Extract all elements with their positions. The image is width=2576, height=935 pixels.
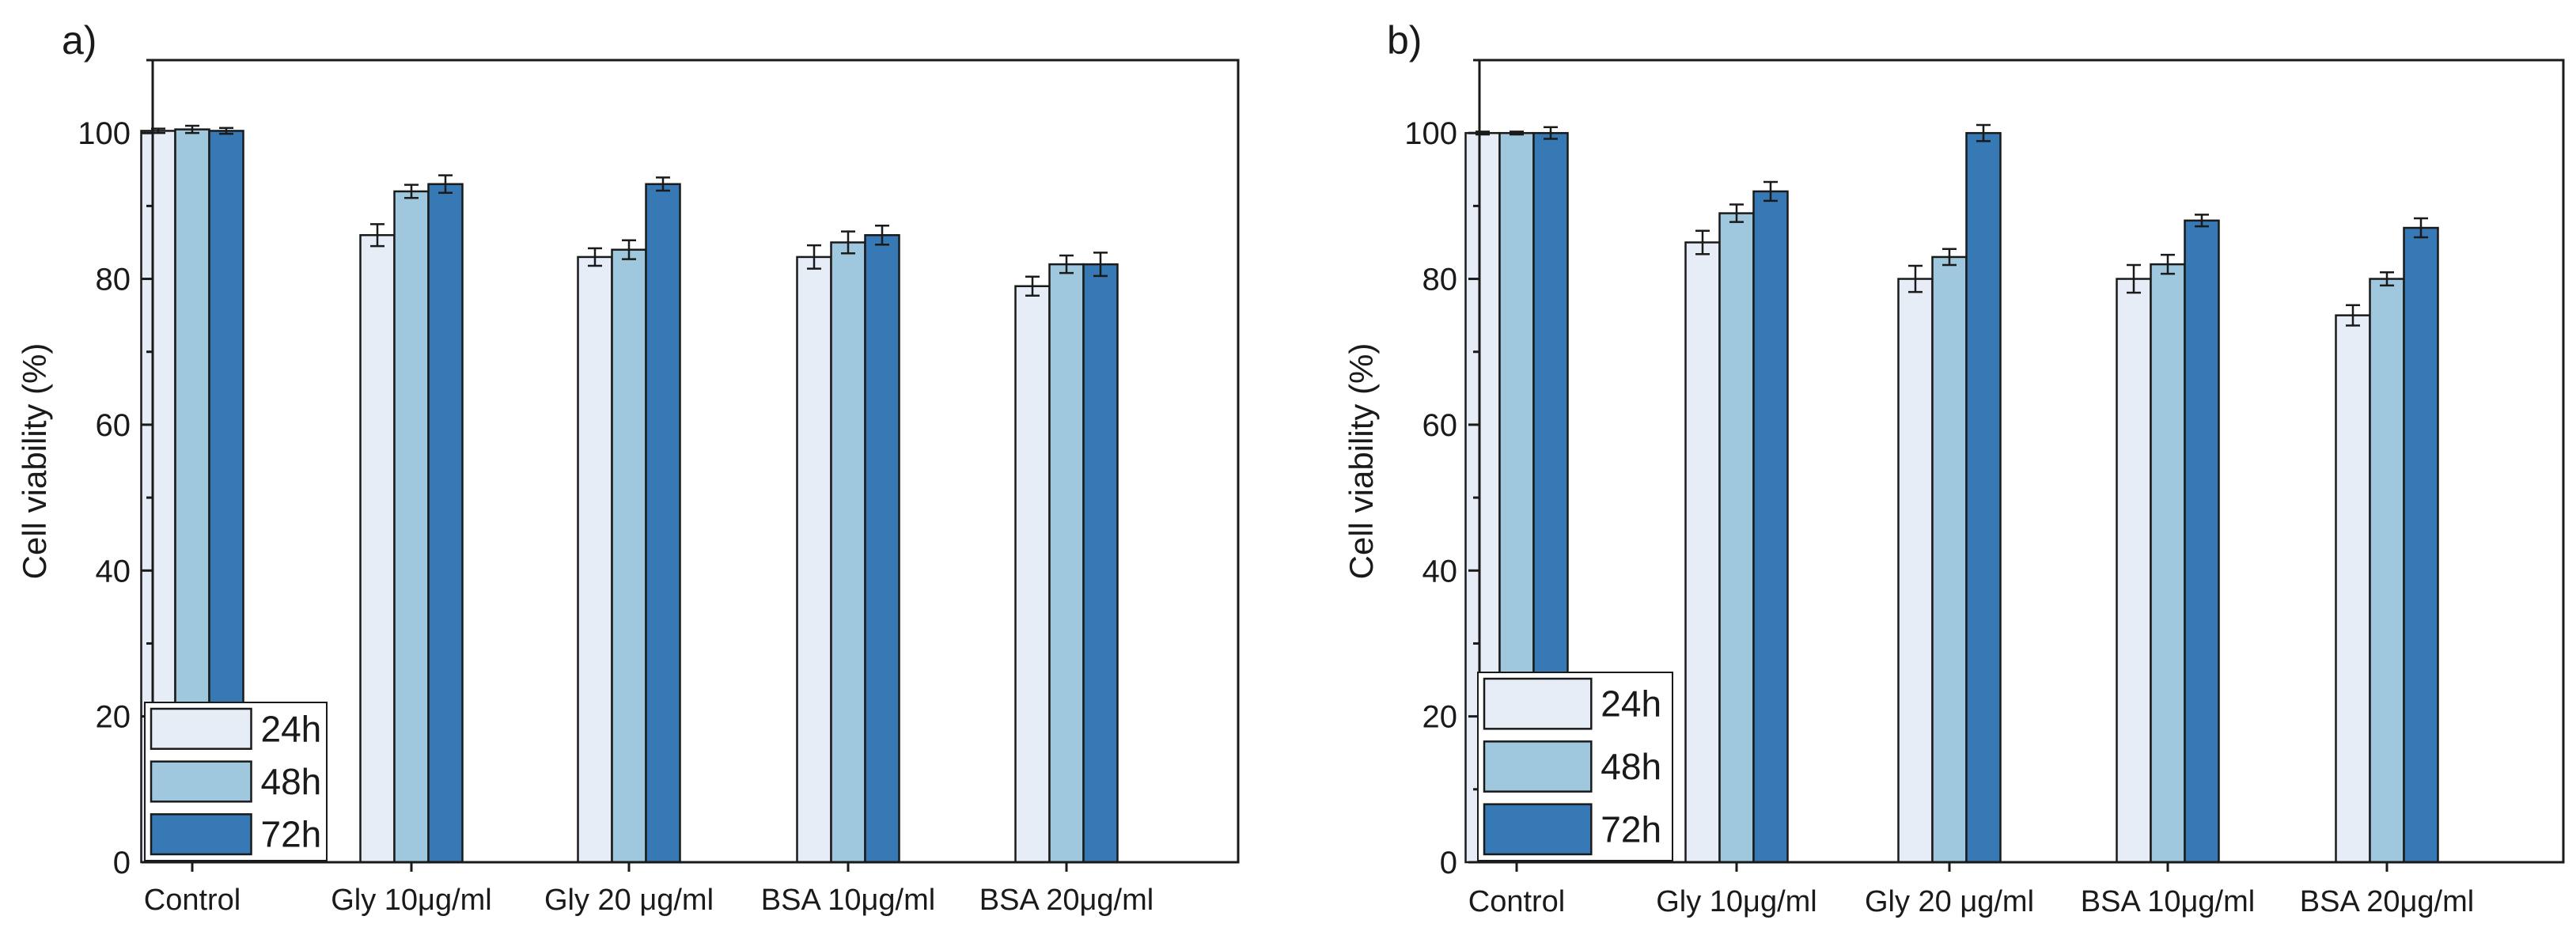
legend-label-48h: 48h	[261, 761, 322, 802]
error-bar-24h-2	[588, 247, 602, 267]
x-tick-label: Control	[1468, 885, 1566, 918]
error-bar-24h-1	[370, 223, 385, 248]
y-tick-label: 0	[1440, 846, 1457, 880]
error-bar-48h-3	[841, 230, 855, 255]
y-tick-label: 100	[1404, 116, 1457, 151]
bar-48h-2	[611, 248, 647, 864]
error-bar-48h-3	[2161, 253, 2175, 275]
y-tick-label: 20	[96, 700, 131, 735]
bar-24h-2	[577, 256, 613, 864]
bar-72h-2	[1965, 131, 2002, 864]
y-tick-label: 80	[1422, 263, 1458, 297]
error-bar-24h-3	[807, 244, 821, 270]
error-bar-24h-0	[1476, 131, 1490, 136]
legend-swatch-48h	[1483, 740, 1593, 793]
bar-48h-1	[393, 190, 430, 864]
y-axis-label: Cell viability (%)	[16, 343, 53, 580]
bar-48h-3	[2150, 263, 2186, 864]
error-bar-48h-2	[622, 239, 636, 260]
bar-24h-4	[2335, 314, 2371, 864]
legend-label-24h: 24h	[261, 708, 322, 749]
y-tick-label: 40	[96, 554, 131, 589]
error-bar-24h-4	[2346, 304, 2360, 327]
bar-24h-1	[1684, 241, 1721, 864]
bar-72h-4	[1082, 263, 1119, 864]
error-bar-48h-1	[1729, 203, 1744, 223]
x-tick-label: Gly 20 μg/ml	[1865, 885, 2034, 918]
plot-frame	[151, 59, 1240, 864]
error-bar-24h-3	[2127, 263, 2141, 294]
x-tick-label: Gly 20 μg/ml	[544, 884, 714, 917]
error-bar-48h-4	[2380, 271, 2394, 287]
error-bar-72h-2	[1976, 123, 1991, 142]
bar-72h-3	[864, 233, 900, 864]
bar-48h-4	[2369, 278, 2405, 864]
y-axis-label: Cell viability (%)	[1343, 343, 1380, 580]
x-tick-label: BSA 20μg/ml	[979, 884, 1154, 917]
panel-label: b)	[1387, 18, 1422, 62]
error-bar-48h-0	[1510, 131, 1524, 136]
bar-48h-3	[830, 241, 866, 864]
legend-swatch-72h	[1483, 803, 1593, 856]
error-bar-48h-1	[404, 184, 419, 199]
error-bar-48h-0	[185, 124, 199, 134]
error-bar-24h-1	[1695, 229, 1710, 256]
chart-panel-b: b) 0 20 40 60 80 100 Control Gly 10μg/ml Gly 20 μ…	[1343, 18, 2565, 918]
legend: 24h 48h 72h	[144, 702, 328, 861]
bar-48h-1	[1718, 212, 1755, 864]
error-bar-72h-0	[219, 127, 233, 135]
y-tick-label: 0	[113, 846, 131, 880]
error-bar-48h-4	[1059, 254, 1074, 274]
bar-24h-3	[2116, 278, 2152, 864]
legend-label-72h: 72h	[261, 814, 322, 855]
plot-frame	[1478, 59, 2565, 864]
legend: 24h 48h 72h	[1477, 672, 1673, 861]
bar-72h-1	[1752, 190, 1789, 864]
legend-label-72h: 72h	[1601, 808, 1661, 850]
legend-swatch-24h	[150, 707, 252, 750]
error-bar-72h-0	[1544, 126, 1558, 140]
error-bar-72h-1	[438, 174, 453, 195]
bar-72h-4	[2403, 226, 2439, 864]
error-bar-24h-4	[1025, 275, 1040, 297]
bar-72h-1	[427, 183, 464, 864]
y-tick-label: 20	[1422, 700, 1458, 735]
y-tick-label: 40	[1422, 554, 1458, 589]
panel-label: a)	[62, 18, 97, 62]
error-bar-24h-2	[1908, 264, 1923, 293]
y-tick-label: 80	[96, 263, 131, 297]
bar-24h-4	[1014, 285, 1051, 864]
legend-swatch-72h	[150, 813, 252, 856]
x-tick-label: BSA 20μg/ml	[2300, 885, 2474, 918]
legend-swatch-24h	[1483, 677, 1593, 730]
bar-48h-4	[1048, 263, 1085, 864]
error-bar-72h-3	[2195, 214, 2209, 228]
y-tick-label: 60	[96, 408, 131, 443]
bar-24h-1	[359, 233, 396, 864]
bar-24h-3	[796, 256, 832, 864]
x-tick-label: Gly 10μg/ml	[1656, 885, 1817, 918]
error-bar-72h-4	[1093, 252, 1108, 278]
x-tick-label: BSA 10μg/ml	[2081, 885, 2255, 918]
y-tick-label: 100	[78, 116, 131, 151]
bar-72h-3	[2184, 219, 2220, 864]
legend-label-24h: 24h	[1601, 683, 1661, 725]
error-bar-72h-1	[1763, 180, 1778, 203]
y-tick-label: 60	[1422, 408, 1458, 443]
chart-panel-a: a) 0 20 40 60 80 100 Control Gly 10μg/ml Gly 20 μ…	[16, 18, 1240, 917]
error-bar-48h-2	[1942, 248, 1957, 267]
x-tick-label: BSA 10μg/ml	[761, 884, 935, 917]
error-bar-72h-2	[656, 176, 670, 192]
error-bar-72h-4	[2414, 217, 2428, 239]
x-tick-label: Control	[144, 884, 241, 917]
x-tick-label: Gly 10μg/ml	[331, 884, 492, 917]
legend-swatch-48h	[150, 760, 252, 803]
error-bar-72h-3	[875, 225, 889, 246]
bar-24h-2	[1897, 278, 1934, 864]
bar-48h-2	[1931, 256, 1968, 864]
legend-label-48h: 48h	[1601, 746, 1661, 787]
bar-72h-2	[645, 183, 681, 864]
